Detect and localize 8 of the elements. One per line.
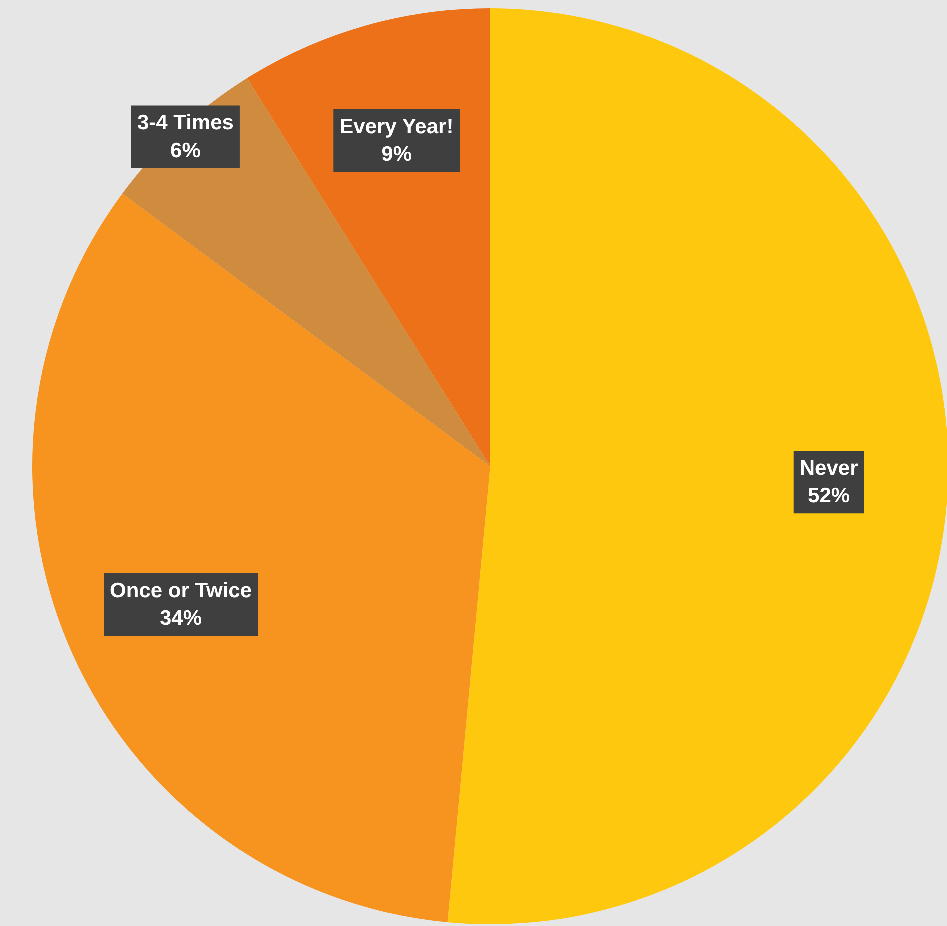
data-label: 6% bbox=[170, 139, 202, 162]
slice-label: Every Year! bbox=[340, 115, 454, 138]
data-label: 9% bbox=[382, 143, 412, 166]
data-label: 34% bbox=[160, 606, 202, 630]
slice-label: 3-4 Times bbox=[137, 112, 234, 135]
slice-label: Once or Twice bbox=[110, 579, 252, 602]
slice-label: Never bbox=[800, 457, 858, 480]
data-label: 52% bbox=[808, 484, 850, 508]
